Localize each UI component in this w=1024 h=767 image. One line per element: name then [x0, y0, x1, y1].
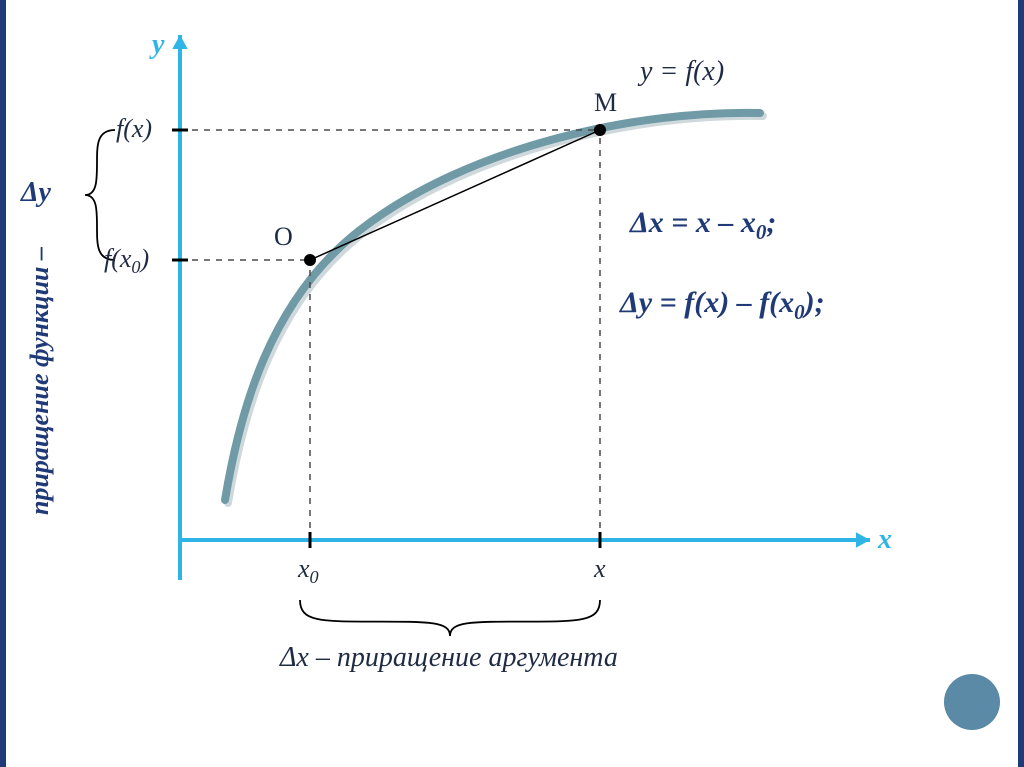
point-o-label: O	[274, 222, 293, 252]
tick-x0-label: x0	[298, 554, 319, 588]
diagram-stage: { "canvas":{"w":1024,"h":767,"bg":"#ffff…	[0, 0, 1024, 767]
x-axis-label: x	[878, 524, 892, 556]
delta-x-brace-label: Δx – приращение аргумента	[280, 642, 618, 674]
function-equation-label: y = f(x)	[640, 56, 724, 88]
point-m-label: M	[594, 88, 617, 118]
tick-x-label: x	[594, 554, 606, 584]
tick-fx-label: f(x)	[116, 114, 152, 144]
tick-fx0-label: f(x0)	[104, 244, 149, 278]
delta-y-brace-label: Δy	[21, 177, 51, 209]
delta-x-equation: Δx = x – x0;	[630, 206, 776, 245]
delta-y-equation: Δy = f(x) – f(x0);	[620, 286, 825, 325]
function-increment-vertical-label: приращение функции –	[25, 231, 55, 531]
y-axis-label: y	[152, 29, 164, 61]
